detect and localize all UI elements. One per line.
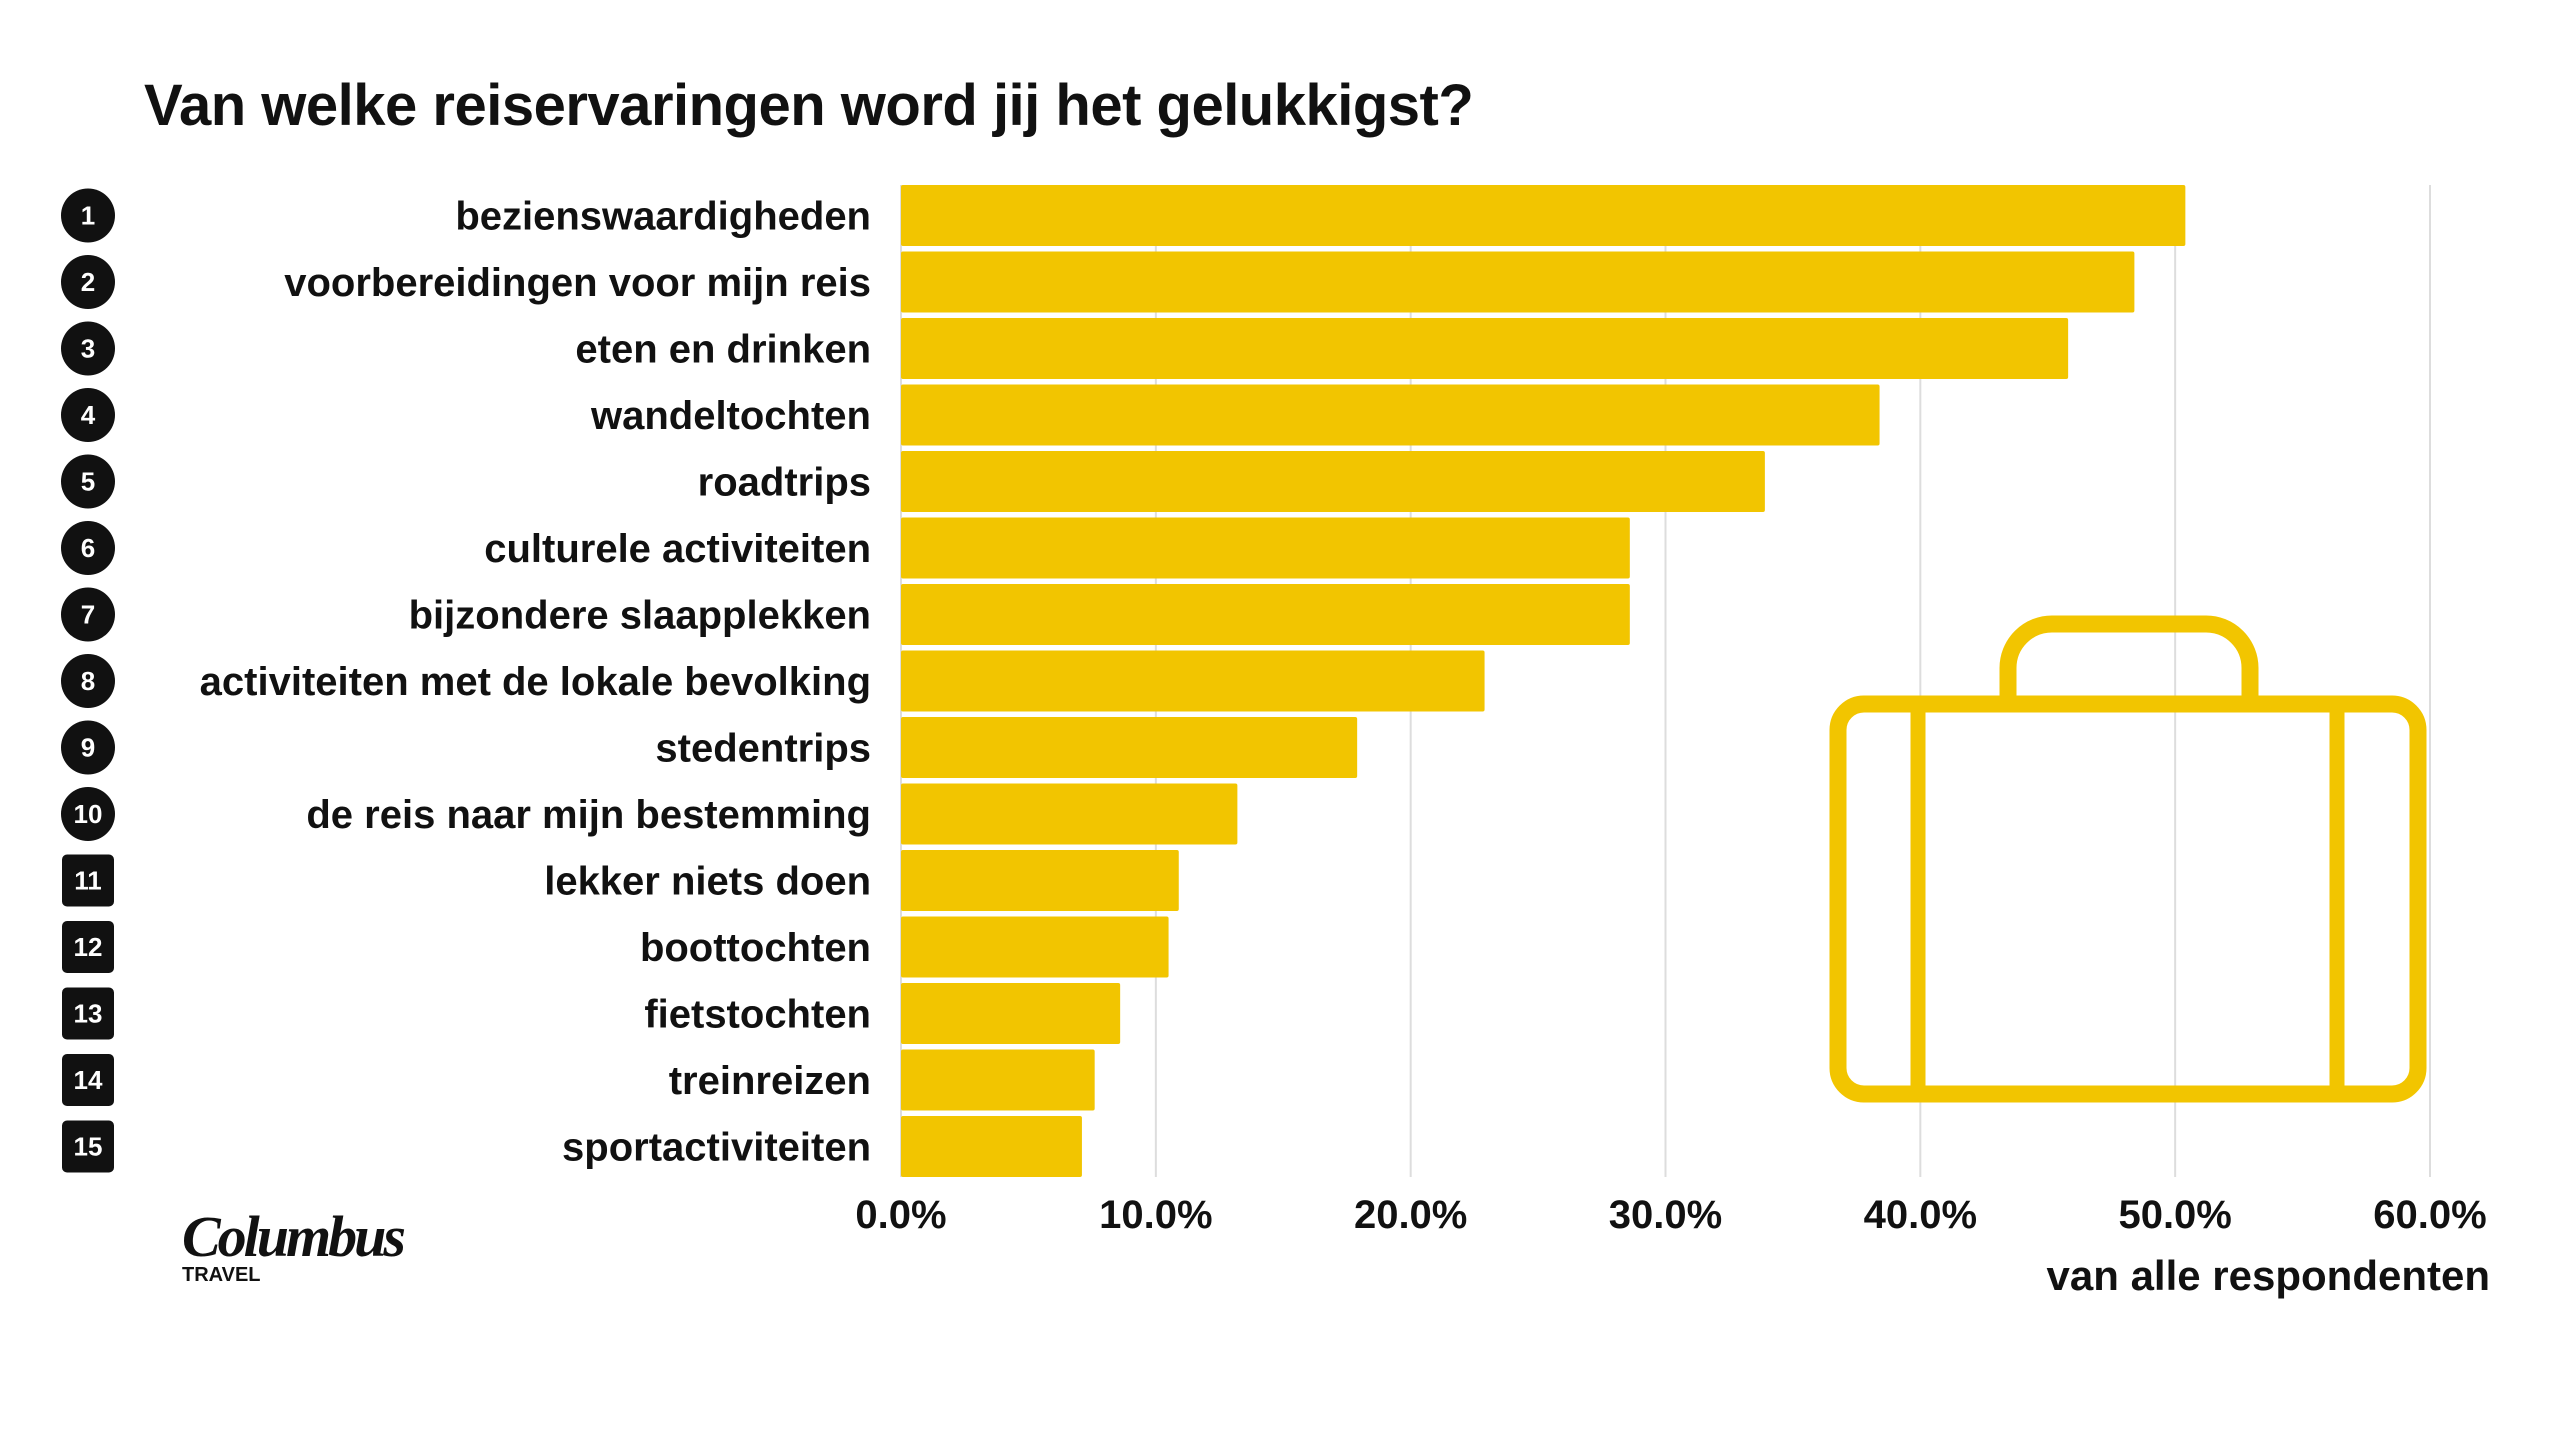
bar bbox=[901, 850, 1179, 911]
bar bbox=[901, 451, 1765, 512]
bar bbox=[901, 318, 2069, 379]
x-tick-label: 50.0% bbox=[2118, 1193, 2231, 1237]
bar bbox=[901, 517, 1630, 579]
rank-badge bbox=[61, 587, 115, 642]
category-label: lekker niets doen bbox=[544, 860, 871, 904]
category-label: bijzondere slaapplekken bbox=[409, 594, 871, 638]
rank-badge bbox=[61, 388, 115, 442]
rank-number: 10 bbox=[74, 799, 103, 829]
rank-badge bbox=[61, 654, 115, 708]
chart-title: Van welke reiservaringen word jij het ge… bbox=[144, 73, 1474, 138]
bar bbox=[901, 983, 1121, 1044]
category-label: culturele activiteiten bbox=[484, 527, 871, 571]
x-tick-label: 30.0% bbox=[1609, 1193, 1722, 1237]
rank-number: 7 bbox=[81, 600, 95, 630]
columbus-travel-logo: Columbus TRAVEL bbox=[182, 1204, 406, 1287]
rank-number: 15 bbox=[74, 1132, 103, 1162]
category-label: de reis naar mijn bestemming bbox=[306, 793, 871, 837]
rank-number: 12 bbox=[74, 932, 103, 962]
x-tick-label: 60.0% bbox=[2373, 1193, 2486, 1237]
bar bbox=[901, 251, 2135, 313]
rank-badge bbox=[61, 787, 115, 841]
category-label: roadtrips bbox=[698, 461, 871, 505]
category-label: voorbereidingen voor mijn reis bbox=[284, 261, 871, 305]
rank-number: 3 bbox=[81, 334, 95, 364]
category-label: bezienswaardigheden bbox=[455, 195, 871, 239]
logo-main: Columbus bbox=[182, 1204, 406, 1269]
bar bbox=[901, 584, 1630, 645]
bar bbox=[901, 783, 1238, 845]
rank-badge bbox=[61, 321, 115, 376]
category-label: stedentrips bbox=[655, 727, 871, 771]
rank-number: 4 bbox=[81, 400, 96, 430]
rank-number: 13 bbox=[74, 999, 103, 1029]
rank-number: 14 bbox=[74, 1065, 103, 1095]
rank-badge bbox=[62, 854, 114, 907]
category-label: treinreizen bbox=[669, 1059, 871, 1103]
x-axis-label: van alle respondenten bbox=[2046, 1252, 2490, 1299]
bar bbox=[901, 384, 1880, 446]
bar bbox=[901, 916, 1169, 978]
category-label: activiteiten met de lokale bevolking bbox=[200, 660, 871, 704]
rank-number: 2 bbox=[81, 267, 95, 297]
category-label: fietstochten bbox=[644, 993, 871, 1037]
rank-badge bbox=[62, 1054, 114, 1106]
category-label: sportactiviteiten bbox=[562, 1126, 871, 1170]
rank-badge bbox=[61, 720, 115, 775]
bar bbox=[901, 1049, 1095, 1111]
category-label: wandeltochten bbox=[590, 394, 871, 438]
rank-badge bbox=[61, 521, 115, 575]
bar bbox=[901, 185, 2186, 246]
x-tick-label: 10.0% bbox=[1099, 1193, 1212, 1237]
bar bbox=[901, 1116, 1082, 1177]
x-tick-label: 40.0% bbox=[1864, 1193, 1977, 1237]
rank-badge bbox=[61, 454, 115, 509]
rank-badge bbox=[61, 255, 115, 309]
rank-number: 1 bbox=[81, 201, 95, 231]
rank-badge bbox=[62, 921, 114, 973]
logo-sub: TRAVEL bbox=[182, 1264, 261, 1286]
rank-badge bbox=[61, 188, 115, 243]
category-label: boottochten bbox=[640, 926, 871, 970]
x-tick-label: 0.0% bbox=[855, 1193, 946, 1237]
rank-number: 5 bbox=[81, 467, 95, 497]
bar bbox=[901, 717, 1358, 778]
rank-badge bbox=[62, 987, 114, 1040]
rank-number: 6 bbox=[81, 533, 95, 563]
rank-number: 9 bbox=[81, 733, 95, 763]
rank-number: 8 bbox=[81, 666, 95, 696]
x-tick-label: 20.0% bbox=[1354, 1193, 1467, 1237]
bar bbox=[901, 650, 1485, 712]
category-label: eten en drinken bbox=[575, 328, 871, 372]
rank-badge bbox=[62, 1120, 114, 1173]
rank-number: 11 bbox=[74, 866, 102, 896]
